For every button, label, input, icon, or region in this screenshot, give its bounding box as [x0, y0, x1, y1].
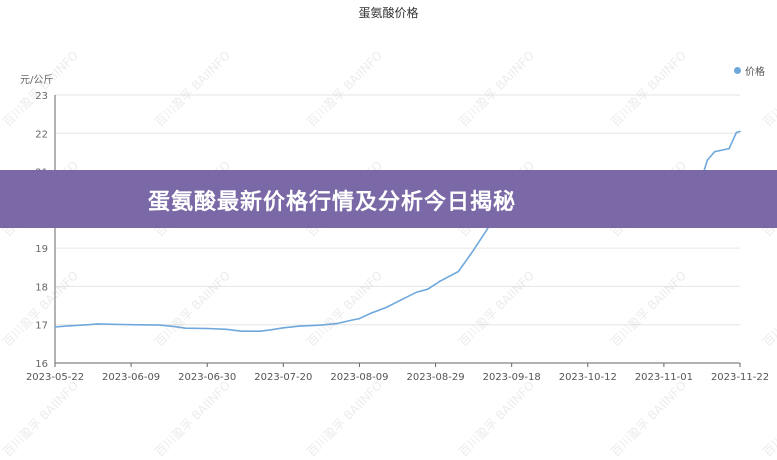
headline-banner: 蛋氨酸最新价格行情及分析今日揭秘 — [0, 170, 777, 228]
y-tick-label: 18 — [35, 282, 48, 293]
data-point — [400, 299, 403, 301]
data-point — [240, 330, 243, 333]
data-point — [159, 324, 161, 326]
data-point — [713, 150, 716, 153]
legend-item[interactable]: 价格 — [734, 63, 765, 78]
data-point — [706, 159, 709, 161]
data-point — [472, 249, 475, 251]
y-tick-label: 22 — [35, 129, 48, 140]
data-point — [739, 130, 741, 133]
data-point — [415, 291, 418, 293]
x-tick-label: 2023-06-30 — [178, 372, 236, 383]
y-tick-label: 23 — [35, 91, 48, 102]
data-point — [259, 330, 262, 333]
y-tick-label: 17 — [35, 321, 48, 332]
data-point — [427, 288, 429, 290]
data-point — [88, 323, 90, 326]
x-tick-label: 2023-05-22 — [26, 372, 84, 383]
data-point — [434, 283, 437, 285]
legend-label: 价格 — [745, 67, 765, 78]
data-point — [457, 270, 460, 273]
y-tick-label: 16 — [35, 359, 48, 370]
data-point — [225, 328, 228, 331]
data-point — [385, 306, 387, 309]
data-point — [438, 280, 441, 283]
data-point — [66, 325, 69, 327]
data-point — [282, 326, 285, 329]
x-tick-label: 2023-07-20 — [254, 372, 312, 383]
data-point — [271, 328, 273, 331]
data-point — [130, 323, 132, 326]
data-point — [728, 147, 730, 150]
legend-dot-icon — [734, 67, 741, 74]
x-tick-label: 2023-08-29 — [406, 372, 464, 383]
headline-text: 蛋氨酸最新价格行情及分析今日揭秘 — [148, 190, 517, 215]
x-tick-label: 2023-09-18 — [483, 372, 541, 383]
x-tick-label: 2023-06-09 — [102, 372, 160, 383]
x-tick-label: 2023-10-12 — [559, 372, 617, 383]
chart-title: 蛋氨酸价格 — [358, 6, 419, 20]
data-point — [358, 317, 361, 320]
data-point — [735, 131, 738, 134]
y-axis-label: 元/公斤 — [20, 75, 54, 86]
data-point — [206, 327, 209, 330]
y-tick-label: 19 — [35, 244, 48, 255]
line-chart: 16171819202122232023-05-222023-06-092023… — [26, 91, 769, 383]
data-point — [370, 312, 372, 315]
data-point — [320, 324, 323, 326]
price-series-line — [54, 130, 741, 332]
data-point — [297, 325, 300, 328]
data-point — [96, 323, 99, 325]
data-point — [335, 322, 338, 325]
data-point — [54, 326, 56, 328]
x-tick-label: 2023-11-01 — [635, 372, 693, 383]
data-point — [184, 327, 187, 329]
data-point — [173, 325, 176, 328]
data-point — [351, 319, 353, 321]
x-tick-label: 2023-11-22 — [711, 372, 769, 383]
x-tick-label: 2023-08-09 — [330, 372, 388, 383]
